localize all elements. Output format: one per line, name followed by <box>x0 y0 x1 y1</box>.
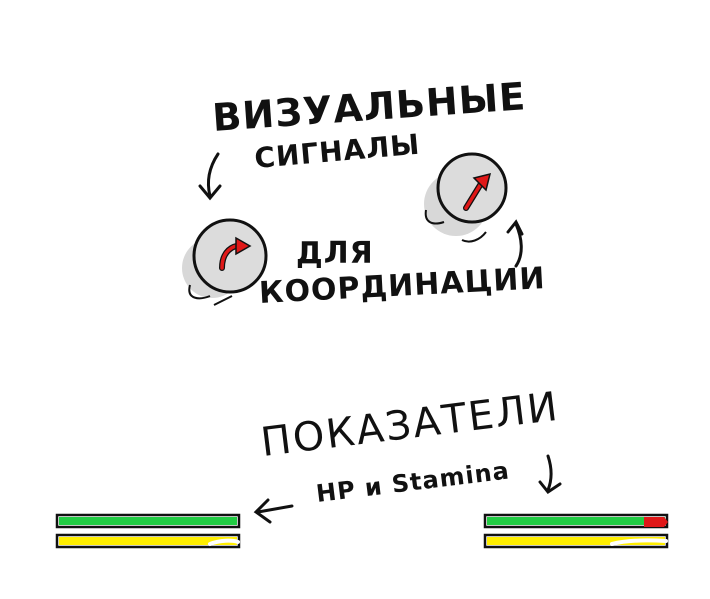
right-stamina-bar <box>487 537 665 545</box>
right-hp-bar <box>487 517 665 525</box>
arrow-up-right-icon <box>506 219 524 268</box>
right-joystick <box>424 152 508 243</box>
arrow-down-left-icon <box>198 152 222 201</box>
right-joystick-arrow-icon <box>463 172 492 211</box>
right-hud <box>483 513 669 549</box>
arrow-left-icon <box>253 498 294 524</box>
left-hp-bar <box>59 517 237 525</box>
arrow-down-right-icon <box>538 454 562 495</box>
left-joystick-arrow-icon <box>219 236 252 271</box>
left-joystick <box>182 218 268 306</box>
coordination-heading: ДЛЯ <box>296 236 374 271</box>
left-stamina-bar <box>59 537 237 545</box>
left-hud <box>55 513 241 549</box>
